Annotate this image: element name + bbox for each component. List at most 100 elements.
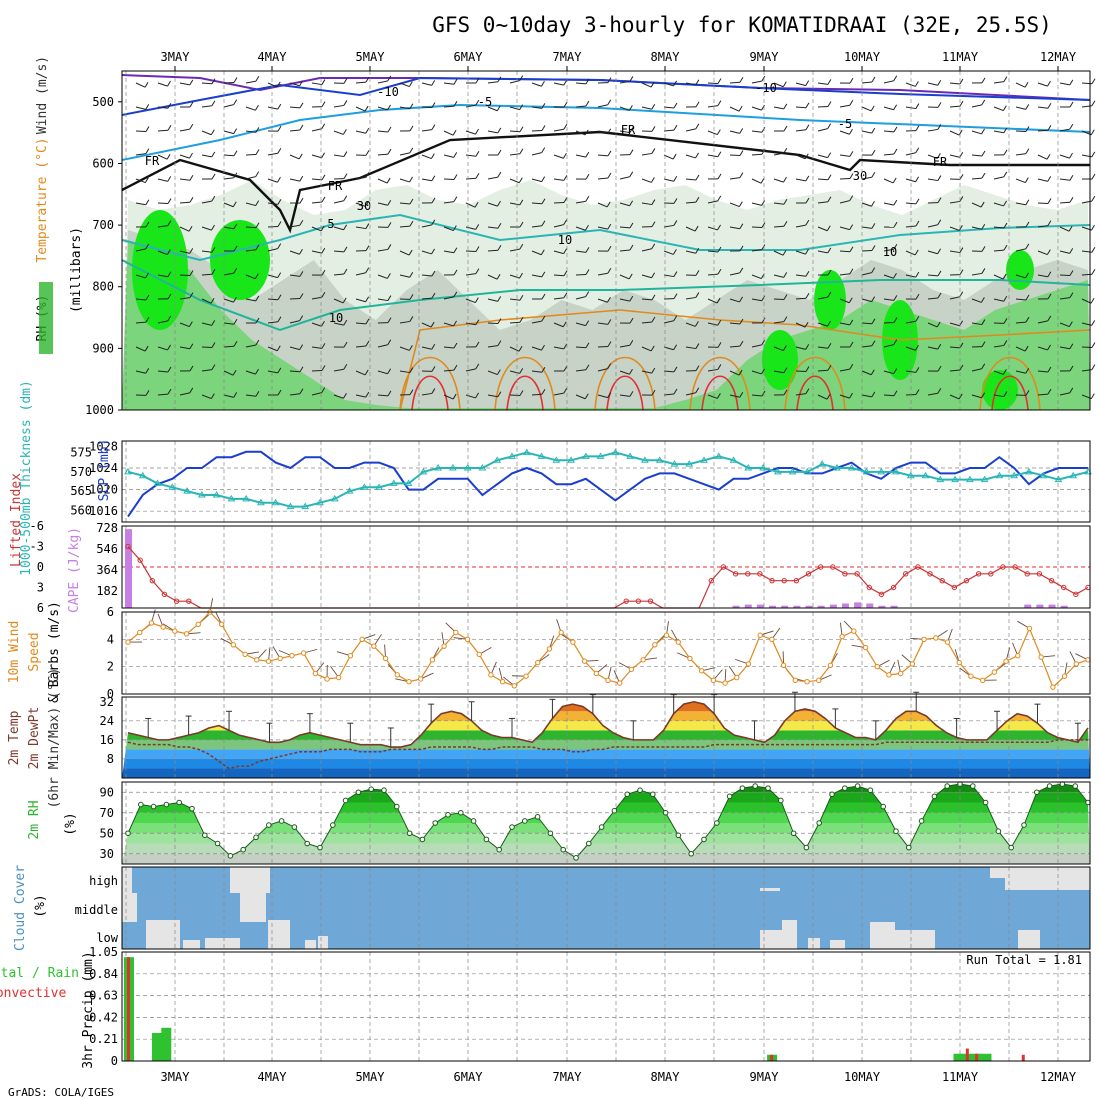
wind-barb-flag	[783, 147, 788, 154]
wind-barb-flag	[387, 295, 392, 301]
wind-barb-flag	[343, 246, 348, 253]
wind-barb-flag	[343, 364, 348, 370]
wind-barb-flag	[277, 125, 282, 132]
wind-barb	[575, 105, 586, 108]
wind10m-marker	[687, 655, 693, 662]
wind-barb-flag	[541, 147, 546, 153]
wind10m-marker	[499, 679, 506, 685]
cape-bar	[744, 604, 752, 608]
wind-barb-flag	[937, 175, 942, 181]
wind-barb-flag	[1069, 292, 1074, 298]
wind-barb-flag	[782, 249, 787, 256]
wind-barb	[619, 394, 630, 397]
wind-barb	[729, 130, 740, 134]
thickness-marker	[493, 456, 502, 463]
wind-barb	[201, 346, 213, 349]
wind-barb-flag	[937, 79, 942, 86]
wind-barb	[575, 322, 586, 327]
wind-barb	[1059, 82, 1070, 86]
wind-barb-flag	[563, 152, 567, 159]
wind-barb-flag	[805, 270, 810, 277]
wind-barb	[223, 226, 234, 230]
wind-barb-flag	[1047, 315, 1052, 322]
temp-contour-hot	[411, 375, 449, 411]
precip-tick: 1.05	[89, 945, 118, 959]
rh-marker	[189, 805, 195, 812]
wind-barb-flag	[299, 102, 304, 109]
wind-barb-flag	[716, 393, 721, 399]
wind-barb-flag	[1002, 369, 1007, 375]
wind10m-marker	[886, 672, 892, 678]
wind-barb-flag	[761, 317, 766, 324]
thickness-marker	[1054, 475, 1063, 483]
cloud-row-label: low	[96, 931, 118, 945]
wind-barb	[245, 80, 256, 84]
wind-barb-flag	[431, 175, 436, 181]
wind-barb-flag	[541, 198, 546, 204]
wind-barb-flag	[497, 340, 502, 346]
wind-barb	[465, 104, 476, 108]
wind-barb-flag	[365, 340, 370, 347]
wind-barb-flag	[958, 393, 963, 400]
rh-marker	[522, 818, 528, 824]
wind-barb	[817, 296, 828, 300]
wind-barb-flag	[1025, 199, 1030, 205]
rh-band	[122, 802, 1090, 813]
bottom-date-label: 4MAY	[258, 1070, 288, 1084]
wind-barb	[553, 346, 564, 350]
cloud-gap	[760, 930, 782, 949]
wind-barb-flag	[827, 79, 832, 85]
wind-barb	[443, 130, 454, 136]
wind-barb	[487, 176, 498, 180]
wind-barb-flag	[497, 171, 502, 178]
cape-tick: 728	[96, 521, 118, 535]
wind-barb	[597, 345, 609, 348]
wind-barb	[267, 321, 278, 324]
thickness-marker	[833, 464, 841, 471]
wind-barb-flag	[563, 292, 568, 299]
wind-barb-flag	[761, 149, 766, 155]
wind-barb	[465, 368, 476, 372]
thickness-marker	[227, 494, 236, 502]
slp-line	[127, 450, 1088, 518]
wind-barb	[1059, 178, 1070, 181]
wind10m-marker	[1038, 654, 1044, 660]
wind-barb	[311, 201, 322, 204]
wind-barb-flag	[254, 273, 259, 280]
wind-barb-flag	[233, 150, 238, 156]
thickness-marker	[641, 456, 649, 463]
wind-barb	[135, 321, 147, 324]
contour-5	[121, 213, 1091, 262]
wind-barb	[201, 369, 212, 372]
rh-marker	[829, 791, 835, 798]
rh-marker	[202, 832, 208, 839]
wind-barb-flag	[915, 147, 920, 154]
wind-barb	[531, 250, 542, 256]
wind-barb	[355, 106, 366, 112]
wind-barb-flag	[475, 392, 479, 399]
wind-barb	[553, 82, 564, 86]
wind10m-marker	[382, 655, 389, 662]
wind10m-marker	[125, 639, 131, 645]
rh-marker	[624, 791, 631, 798]
wind-barb	[1059, 297, 1070, 300]
wind-barb-flag	[959, 247, 964, 253]
wind-barb	[993, 176, 1004, 180]
wind-barb	[905, 250, 916, 256]
wind-barb-flag	[739, 296, 743, 303]
wind-barb-flag	[739, 128, 744, 134]
wind-barb-flag	[496, 369, 501, 375]
precip-tick: 0.42	[89, 1010, 118, 1024]
wind-barb	[311, 128, 322, 132]
wind-barb-flag	[1047, 388, 1052, 395]
wind-barb	[333, 322, 344, 326]
wind-barb-flag	[211, 151, 216, 158]
wind10m-marker	[652, 642, 658, 648]
wind-barb-flag	[475, 99, 480, 106]
wind-barb-flag	[629, 317, 634, 324]
wind-barb	[861, 272, 872, 276]
wind-barb	[531, 320, 542, 324]
wind-barb-flag	[937, 124, 942, 130]
